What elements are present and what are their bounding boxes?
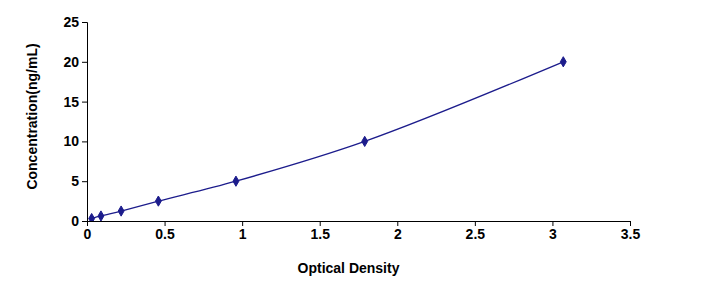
marker [155, 196, 161, 206]
tick-label: 0.5 [155, 226, 175, 242]
y-axis: 0 5 10 15 20 25 [63, 14, 87, 229]
series [89, 57, 567, 221]
tick-mark [82, 102, 87, 103]
axis-line [82, 23, 88, 222]
tick-label: 0 [71, 213, 79, 229]
chart: 0 0.5 1 1.5 2 2.5 3 3.5 0 5 10 15 20 25 Optical Densit… [0, 0, 704, 297]
x-axis-title: Optical Density [298, 260, 400, 276]
tick-label: 20 [63, 54, 79, 70]
tick: 3 [549, 221, 557, 242]
tick-label: 1 [239, 226, 247, 242]
tick-mark [82, 221, 87, 222]
tick-label: 0 [84, 226, 92, 242]
tick-mark [82, 181, 87, 182]
y-axis-title: Concentration(ng/mL) [24, 43, 40, 189]
tick: 25 [63, 14, 87, 30]
tick: 0.5 [155, 221, 175, 242]
tick-label: 15 [63, 94, 79, 110]
tick-label: 25 [63, 14, 79, 30]
x-axis: 0 0.5 1 1.5 2 2.5 3 3.5 [84, 221, 641, 242]
tick: 10 [63, 133, 87, 149]
tick: 20 [63, 54, 87, 70]
tick: 0 [84, 221, 92, 242]
plot: 0 0.5 1 1.5 2 2.5 3 3.5 0 5 10 15 20 25 [63, 14, 640, 242]
marker [118, 206, 124, 216]
marker [233, 176, 239, 186]
marker [98, 211, 104, 221]
tick-label: 2 [394, 226, 402, 242]
marker [89, 213, 95, 221]
tick: 2 [394, 221, 402, 242]
tick: 1.5 [310, 221, 330, 242]
tick: 1 [239, 221, 247, 242]
tick-label: 3 [549, 226, 557, 242]
tick-label: 2.5 [466, 226, 486, 242]
tick-label: 10 [63, 133, 79, 149]
tick-mark [82, 62, 87, 63]
marker [362, 136, 368, 146]
tick-mark [82, 141, 87, 142]
tick: 3.5 [621, 221, 641, 242]
tick: 0 [71, 213, 87, 229]
tick: 2.5 [466, 221, 486, 242]
tick: 5 [71, 173, 87, 189]
tick-mark [82, 22, 87, 23]
tick-label: 5 [71, 173, 79, 189]
tick-label: 3.5 [621, 226, 641, 242]
line [92, 62, 564, 219]
tick: 15 [63, 94, 87, 110]
marker [560, 57, 566, 67]
tick-label: 1.5 [310, 226, 330, 242]
